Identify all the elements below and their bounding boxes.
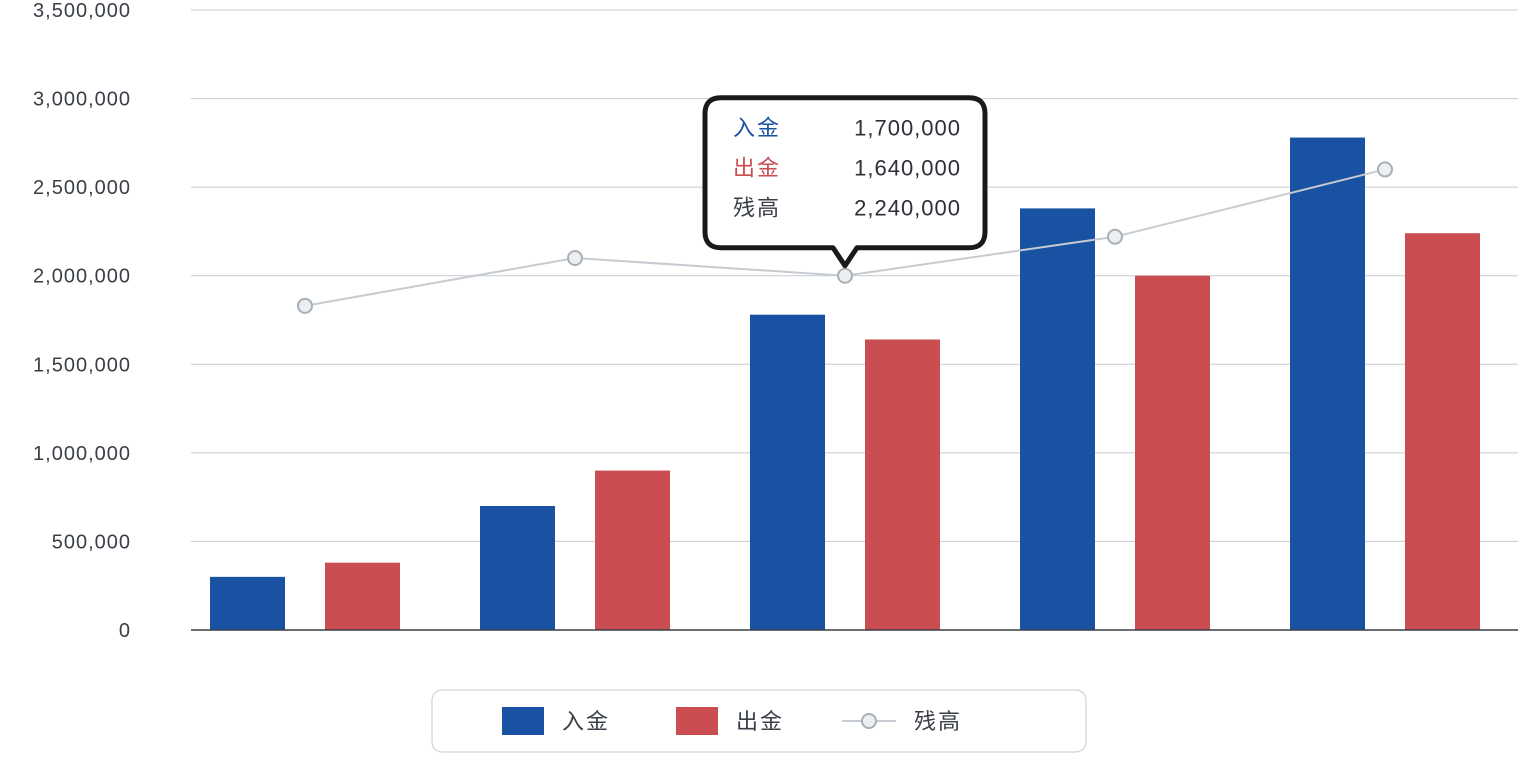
legend-label-balance: 残高 — [914, 709, 962, 734]
y-tick-label: 1,000,000 — [33, 443, 131, 465]
bar-withdraw[interactable] — [865, 339, 940, 630]
tooltip-label: 入金 — [733, 116, 781, 141]
bar-deposit[interactable] — [750, 315, 825, 630]
bar-withdraw[interactable] — [595, 471, 670, 630]
bar-withdraw[interactable] — [1405, 233, 1480, 630]
tooltip-label: 出金 — [733, 156, 781, 181]
legend-label-withdraw: 出金 — [736, 709, 784, 734]
marker-balance[interactable] — [838, 269, 852, 283]
y-tick-label: 0 — [119, 620, 131, 642]
y-tick-label: 1,500,000 — [33, 354, 131, 376]
legend-label-deposit: 入金 — [562, 709, 610, 734]
y-tick-label: 3,500,000 — [33, 0, 131, 22]
y-tick-label: 2,000,000 — [33, 266, 131, 288]
marker-balance[interactable] — [568, 251, 582, 265]
tooltip-value: 1,700,000 — [854, 116, 961, 141]
legend-swatch-deposit — [502, 707, 544, 735]
bar-deposit[interactable] — [1020, 208, 1095, 630]
y-tick-label: 500,000 — [52, 531, 131, 553]
bar-deposit[interactable] — [1290, 138, 1365, 630]
chart-svg: 0 500,000 1,000,000 1,500,000 2,000,000 2,500… — [0, 0, 1518, 764]
bar-deposit[interactable] — [480, 506, 555, 630]
cashflow-chart: 0 500,000 1,000,000 1,500,000 2,000,000 2,500… — [0, 0, 1518, 764]
legend-marker-balance — [862, 714, 876, 728]
y-tick-label: 3,000,000 — [33, 89, 131, 111]
bar-withdraw[interactable] — [1135, 276, 1210, 630]
bar-deposit[interactable] — [210, 577, 285, 630]
tooltip-value: 2,240,000 — [854, 196, 961, 221]
tooltip-value: 1,640,000 — [854, 156, 961, 181]
marker-balance[interactable] — [1378, 162, 1392, 176]
marker-balance[interactable] — [298, 299, 312, 313]
legend-swatch-withdraw — [676, 707, 718, 735]
y-tick-label: 2,500,000 — [33, 177, 131, 199]
tooltip-label: 残高 — [733, 196, 781, 221]
marker-balance[interactable] — [1108, 230, 1122, 244]
bar-withdraw[interactable] — [325, 563, 400, 630]
